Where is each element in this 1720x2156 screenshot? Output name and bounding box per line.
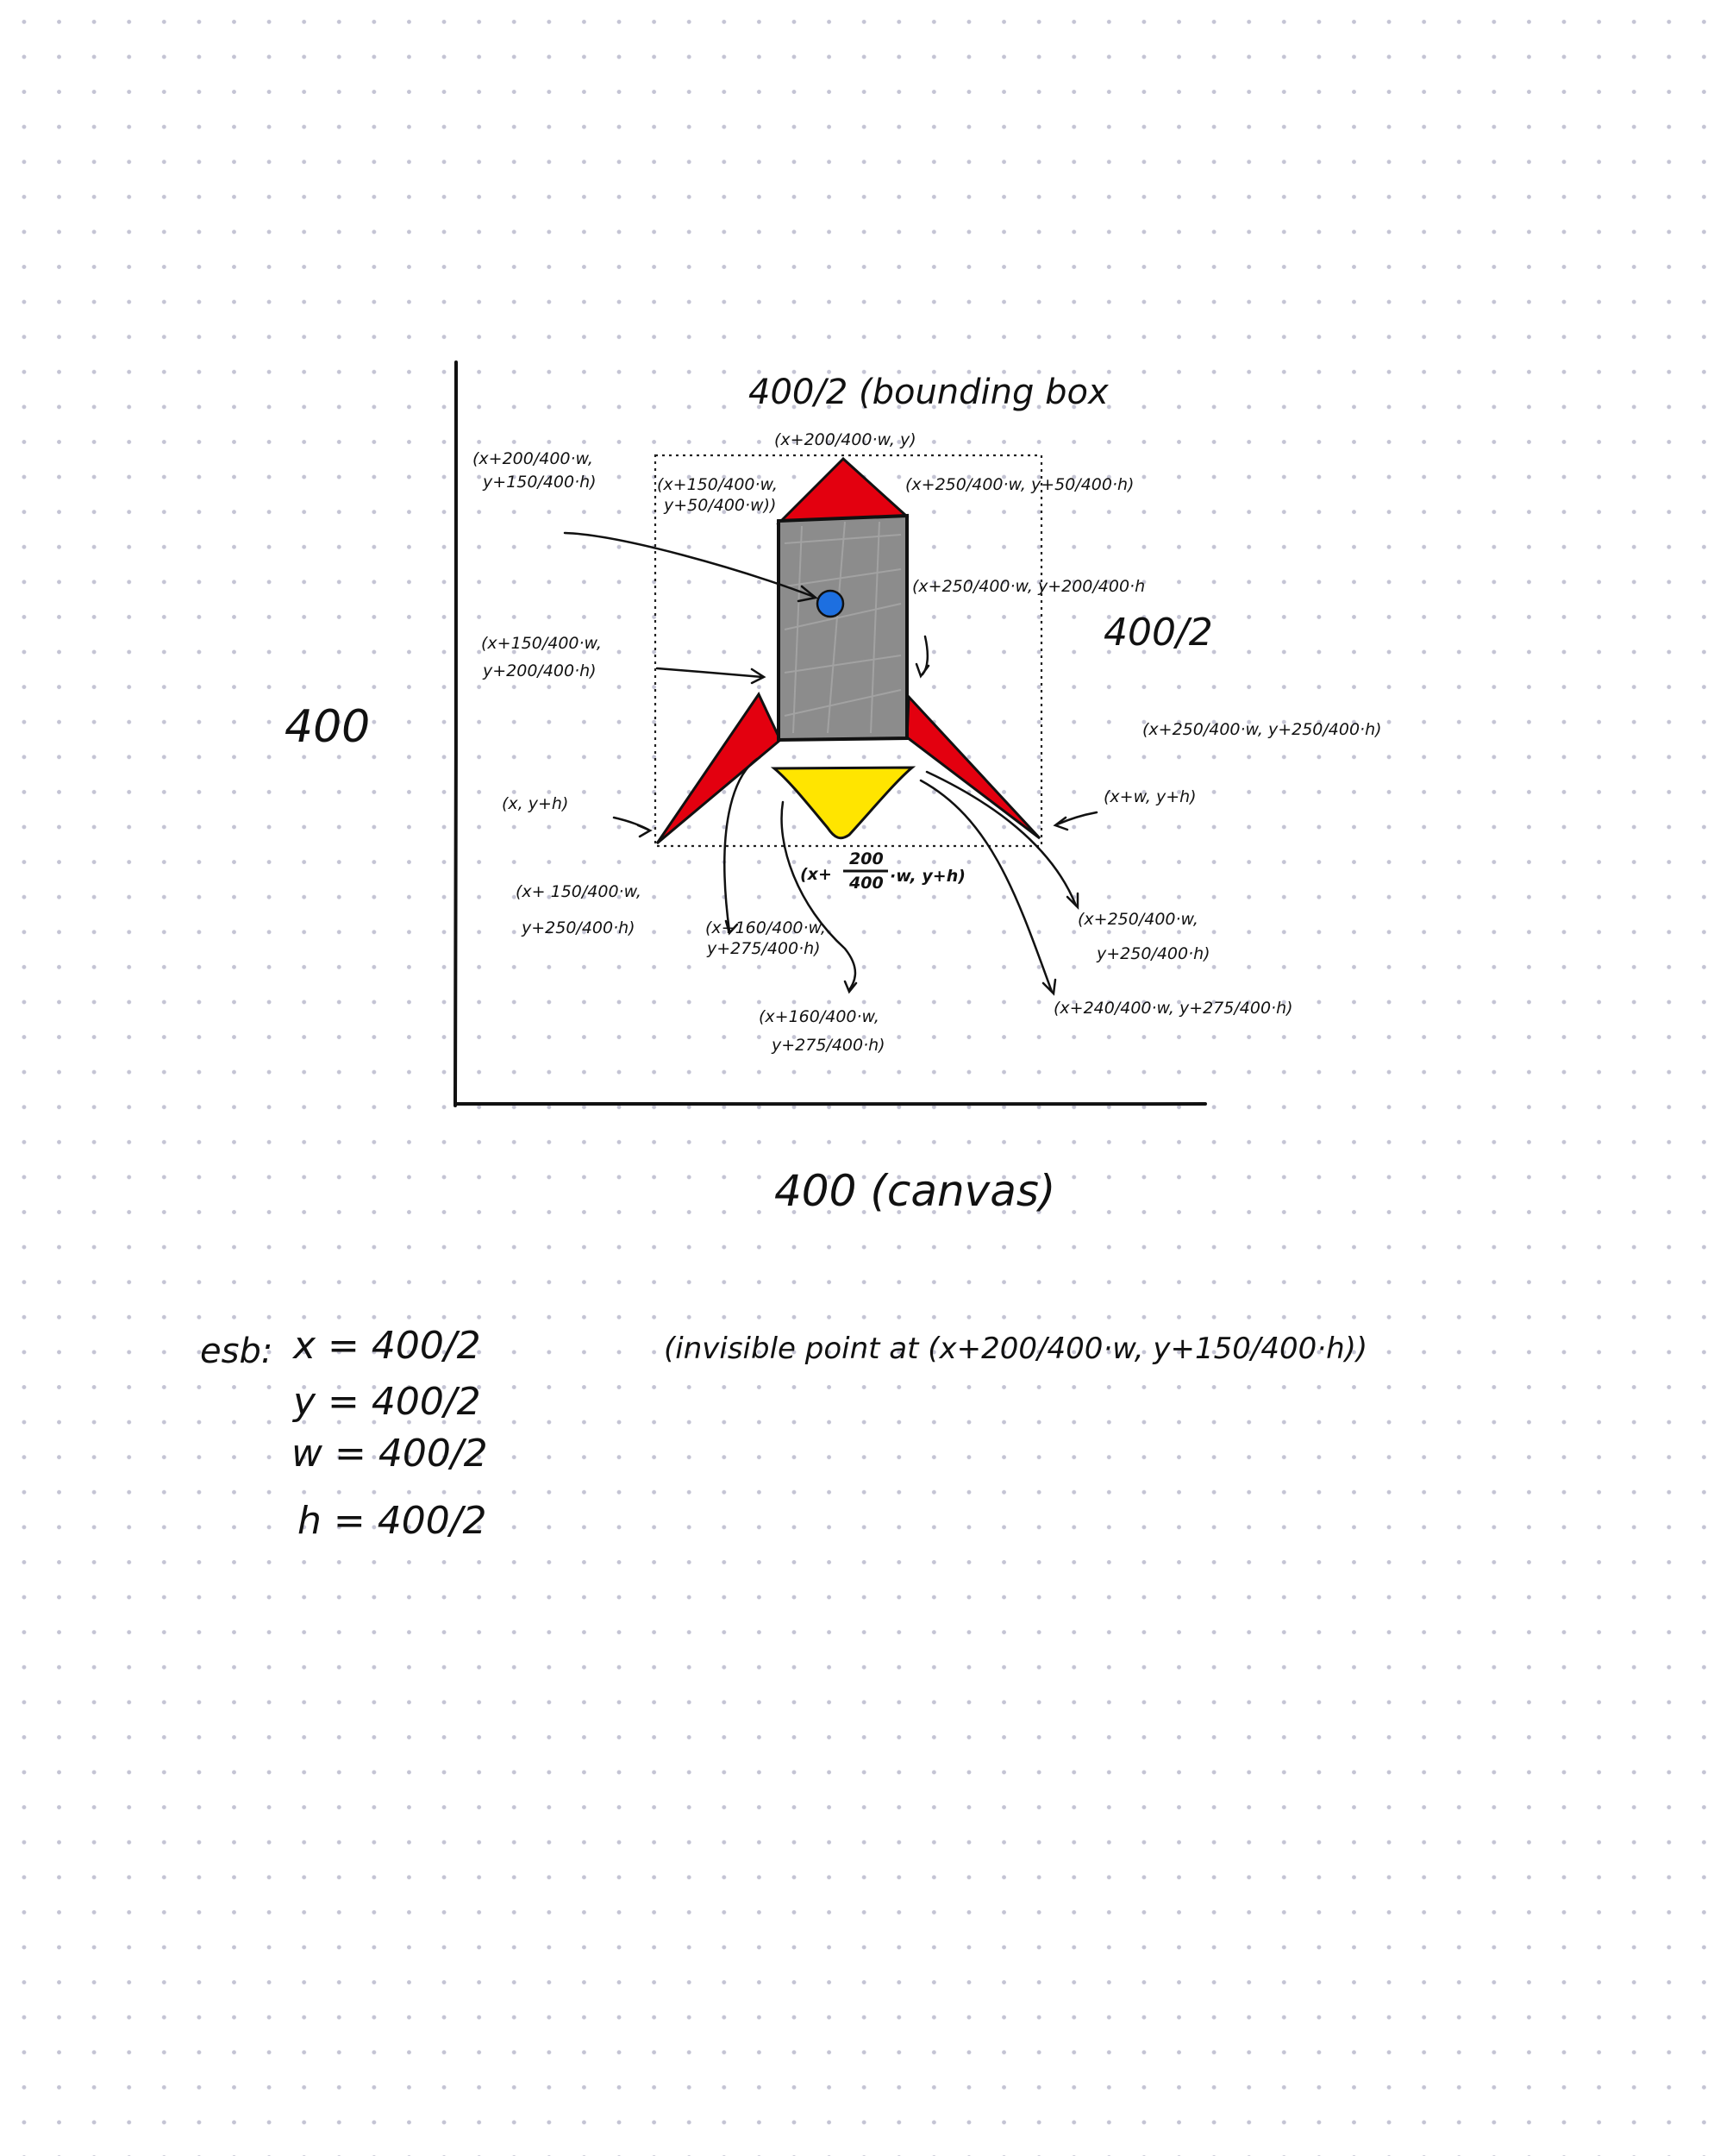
exhaust-flame	[770, 766, 916, 840]
label-flame-br: (x+240/400·w, y+275/400·h)	[1054, 999, 1293, 1018]
label-bottom-left: (x, y+h)	[502, 794, 568, 813]
label-flame-bl-l1: (x+160/400·w,	[759, 1007, 879, 1026]
label-body-top-right: (x+250/400·w, y+50/400·h)	[905, 475, 1134, 494]
label-bottom-center-prefix: (x+	[800, 865, 832, 884]
canvas-height-label: 400	[285, 701, 370, 753]
example-prefix: esb:	[200, 1332, 272, 1371]
label-bottom-center-suffix: ·w, y+h)	[890, 867, 966, 886]
label-flame-tr-l1: (x+250/400·w,	[1078, 910, 1198, 929]
canvas-y-axis	[453, 360, 458, 1107]
label-window-center-l1: (x+200/400·w,	[472, 449, 593, 468]
invisible-point-note: (invisible point at (x+200/400·w, y+150/…	[664, 1332, 1367, 1366]
label-bottom-center-num: 200	[849, 849, 884, 868]
example-h: h = 400/2	[297, 1499, 487, 1543]
rocket-body	[777, 513, 909, 743]
label-right-fin-top: (x+250/400·w, y+250/400·h)	[1142, 720, 1382, 739]
label-flame-tl-l2: y+275/400·h)	[706, 939, 821, 958]
label-body-top-left-l1: (x+150/400·w,	[657, 475, 778, 494]
label-flame-tr-l2: y+250/400·h)	[1096, 944, 1210, 963]
label-body-bottom-left-l1: (x+150/400·w,	[481, 634, 602, 653]
label-flame-tl-l1: (x+160/400·w,	[705, 918, 826, 937]
right-fin	[905, 693, 1041, 840]
label-body-bottom-left-l2: y+200/400·h)	[482, 661, 597, 680]
example-x: x = 400/2	[291, 1324, 481, 1368]
label-bottom-center-den: 400	[848, 874, 884, 893]
label-bottom-right: (x+w, y+h)	[1104, 787, 1197, 806]
label-left-fin-top-l1: (x+ 150/400·w,	[516, 882, 641, 901]
example-y: y = 400/2	[291, 1380, 481, 1424]
canvas-x-axis	[453, 1101, 1207, 1106]
window-porthole	[816, 589, 845, 618]
label-body-top-left-l2: y+50/400·w))	[663, 496, 776, 515]
label-flame-bl-l2: y+275/400·h)	[771, 1036, 885, 1055]
left-fin	[655, 691, 782, 845]
canvas-width-label: 400 (canvas)	[774, 1166, 1055, 1216]
body-shading	[784, 521, 902, 734]
bounding-box-height-label: 400/2	[1104, 611, 1213, 655]
label-left-fin-top-l2: y+250/400·h)	[521, 918, 635, 937]
label-body-bottom-right: (x+250/400·w, y+200/400·h	[912, 577, 1145, 596]
label-window-center-l2: y+150/400·h)	[482, 473, 597, 492]
example-w: w = 400/2	[291, 1432, 488, 1476]
label-tip: (x+200/400·w, y)	[774, 430, 916, 449]
bounding-box	[654, 454, 1043, 848]
annotation-arrows	[563, 531, 1098, 996]
nose-cone	[776, 456, 910, 524]
bounding-box-width-label: 400/2 (bounding box	[748, 373, 1109, 412]
